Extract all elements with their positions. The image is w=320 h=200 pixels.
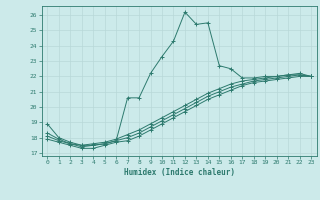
X-axis label: Humidex (Indice chaleur): Humidex (Indice chaleur) — [124, 168, 235, 177]
